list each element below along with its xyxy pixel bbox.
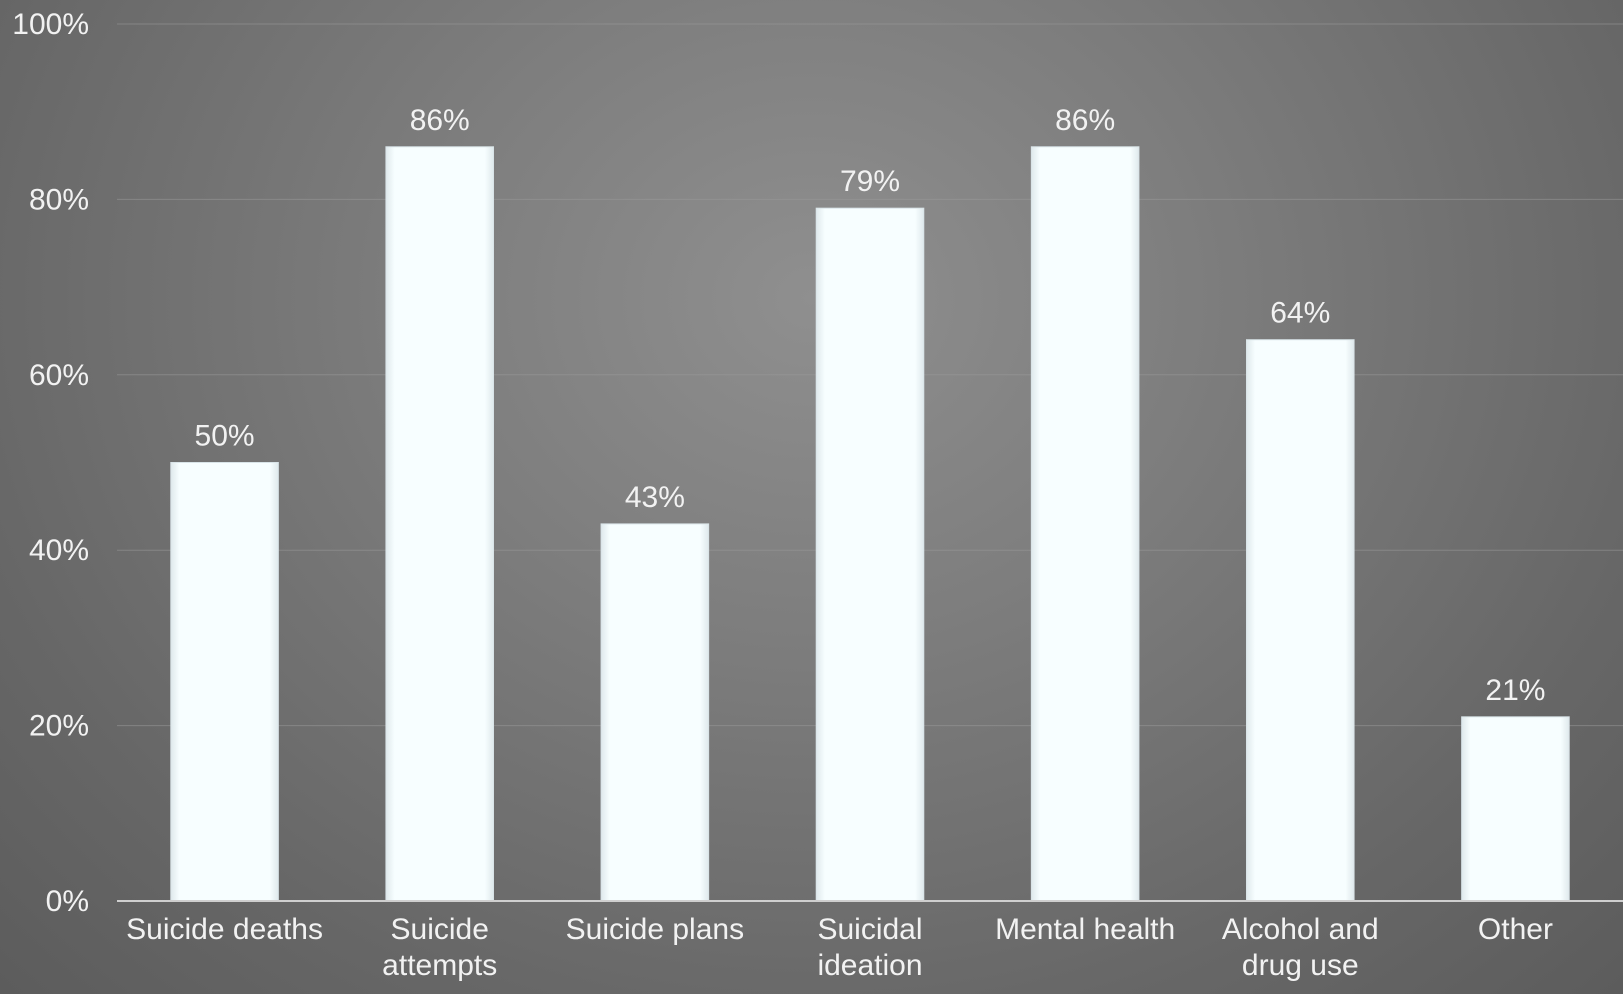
category-label-5-line-1: drug use [1242, 949, 1359, 982]
data-label-6: 21% [1485, 674, 1545, 707]
bars [170, 146, 1570, 902]
category-label-5-line-0: Alcohol and [1222, 913, 1379, 946]
category-label-1: Suicide attempts [382, 913, 497, 982]
bar-2 [600, 523, 710, 902]
data-label-0: 50% [195, 420, 255, 453]
category-label-5: Alcohol and drug use [1222, 913, 1379, 982]
data-label-3: 79% [840, 165, 900, 198]
y-tick-label-20: 20% [29, 710, 89, 743]
category-label-3: Suicidal ideation [817, 913, 922, 982]
y-tick-label-0: 0% [46, 885, 89, 918]
category-label-4-line-0: Mental health [995, 913, 1175, 946]
data-label-2: 43% [625, 481, 685, 514]
category-label-4: Mental health [995, 913, 1175, 946]
category-label-6: Other [1478, 913, 1553, 946]
y-tick-label-80: 80% [29, 183, 89, 216]
data-label-5: 64% [1270, 297, 1330, 330]
category-label-1-line-0: Suicide [391, 913, 489, 946]
bar-5 [1246, 339, 1355, 902]
y-tick-label-60: 60% [29, 359, 89, 392]
category-label-0-line-0: Suicide deaths [126, 913, 323, 946]
y-tick-label-40: 40% [29, 534, 89, 567]
category-label-6-line-0: Other [1478, 913, 1553, 946]
bar-3 [815, 207, 925, 902]
bar-6 [1461, 716, 1570, 902]
category-label-1-line-1: attempts [382, 949, 497, 982]
bar-4 [1030, 146, 1140, 902]
category-label-3-line-1: ideation [817, 949, 922, 982]
data-label-4: 86% [1055, 104, 1115, 137]
data-label-1: 86% [410, 104, 470, 137]
category-label-2: Suicide plans [566, 913, 744, 946]
category-label-2-line-0: Suicide plans [566, 913, 744, 946]
bar-1 [385, 146, 494, 902]
labels: 0% 20% 40% 60% 80% 100% 50% Suicide deaths 86% Su… [12, 8, 1553, 982]
category-label-3-line-0: Suicidal [817, 913, 922, 946]
category-label-0: Suicide deaths [126, 913, 323, 946]
bar-0 [170, 462, 279, 902]
y-tick-label-100: 100% [12, 8, 89, 41]
